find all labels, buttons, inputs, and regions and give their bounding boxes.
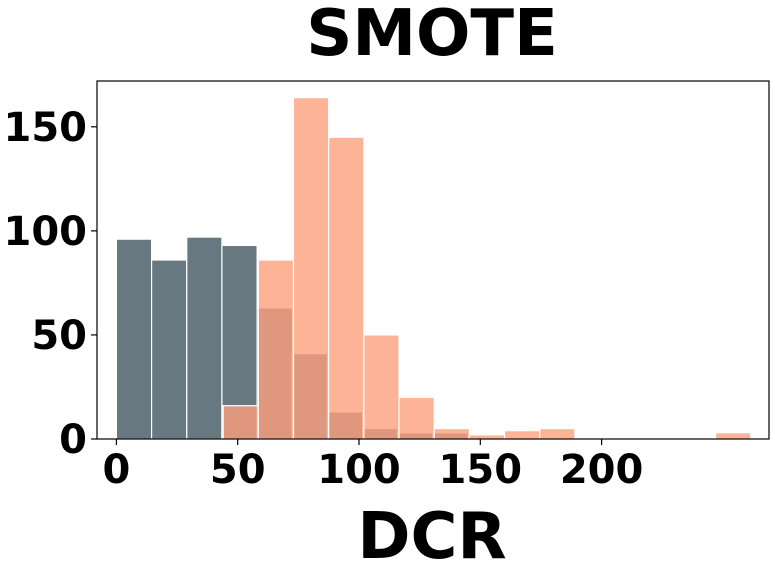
bars-layer (115, 97, 752, 440)
histogram-bar-series-2-bin-1 (222, 405, 259, 440)
histogram-bar-series-2-bin-8 (468, 434, 506, 440)
histogram-bar-series-2-bin-4 (328, 136, 365, 440)
histogram-bar-series-2-bin-9 (503, 430, 541, 440)
histogram-bar-series-2-bin-5 (363, 334, 400, 440)
histogram-bar-series-1-bin-1 (115, 238, 153, 440)
x-tick-label: 200 (560, 447, 644, 493)
y-tick-label: 50 (31, 313, 87, 359)
x-tick-label: 150 (439, 447, 523, 493)
histogram-bar-series-2-bin-7 (433, 427, 470, 440)
x-tick-label: 50 (210, 447, 266, 493)
histogram-bar-series-1-bin-2 (150, 259, 188, 440)
histogram-bar-series-2-bin-10 (539, 427, 576, 440)
x-axis-ticks: 0 50 100 150 200 (102, 439, 643, 493)
x-tick-label: 100 (317, 447, 401, 493)
axes-frame (96, 80, 770, 440)
histogram-bar-series-2-bin-6 (398, 396, 435, 440)
y-axis-ticks: 0 50 100 150 (4, 105, 97, 463)
histogram-bar-series-2-bin-2 (257, 259, 295, 440)
x-axis-label: DCR (357, 500, 506, 567)
histogram-bar-series-1-bin-3 (186, 236, 223, 440)
histogram-bar-series-2-bin-15 (715, 432, 752, 440)
y-tick-label: 150 (4, 105, 88, 151)
histogram-bar-series-2-bin-3 (292, 97, 330, 440)
chart-title: SMOTE (306, 0, 558, 71)
y-tick-label: 100 (4, 209, 88, 255)
y-tick-label: 0 (59, 417, 87, 463)
x-tick-label: 0 (102, 447, 130, 493)
